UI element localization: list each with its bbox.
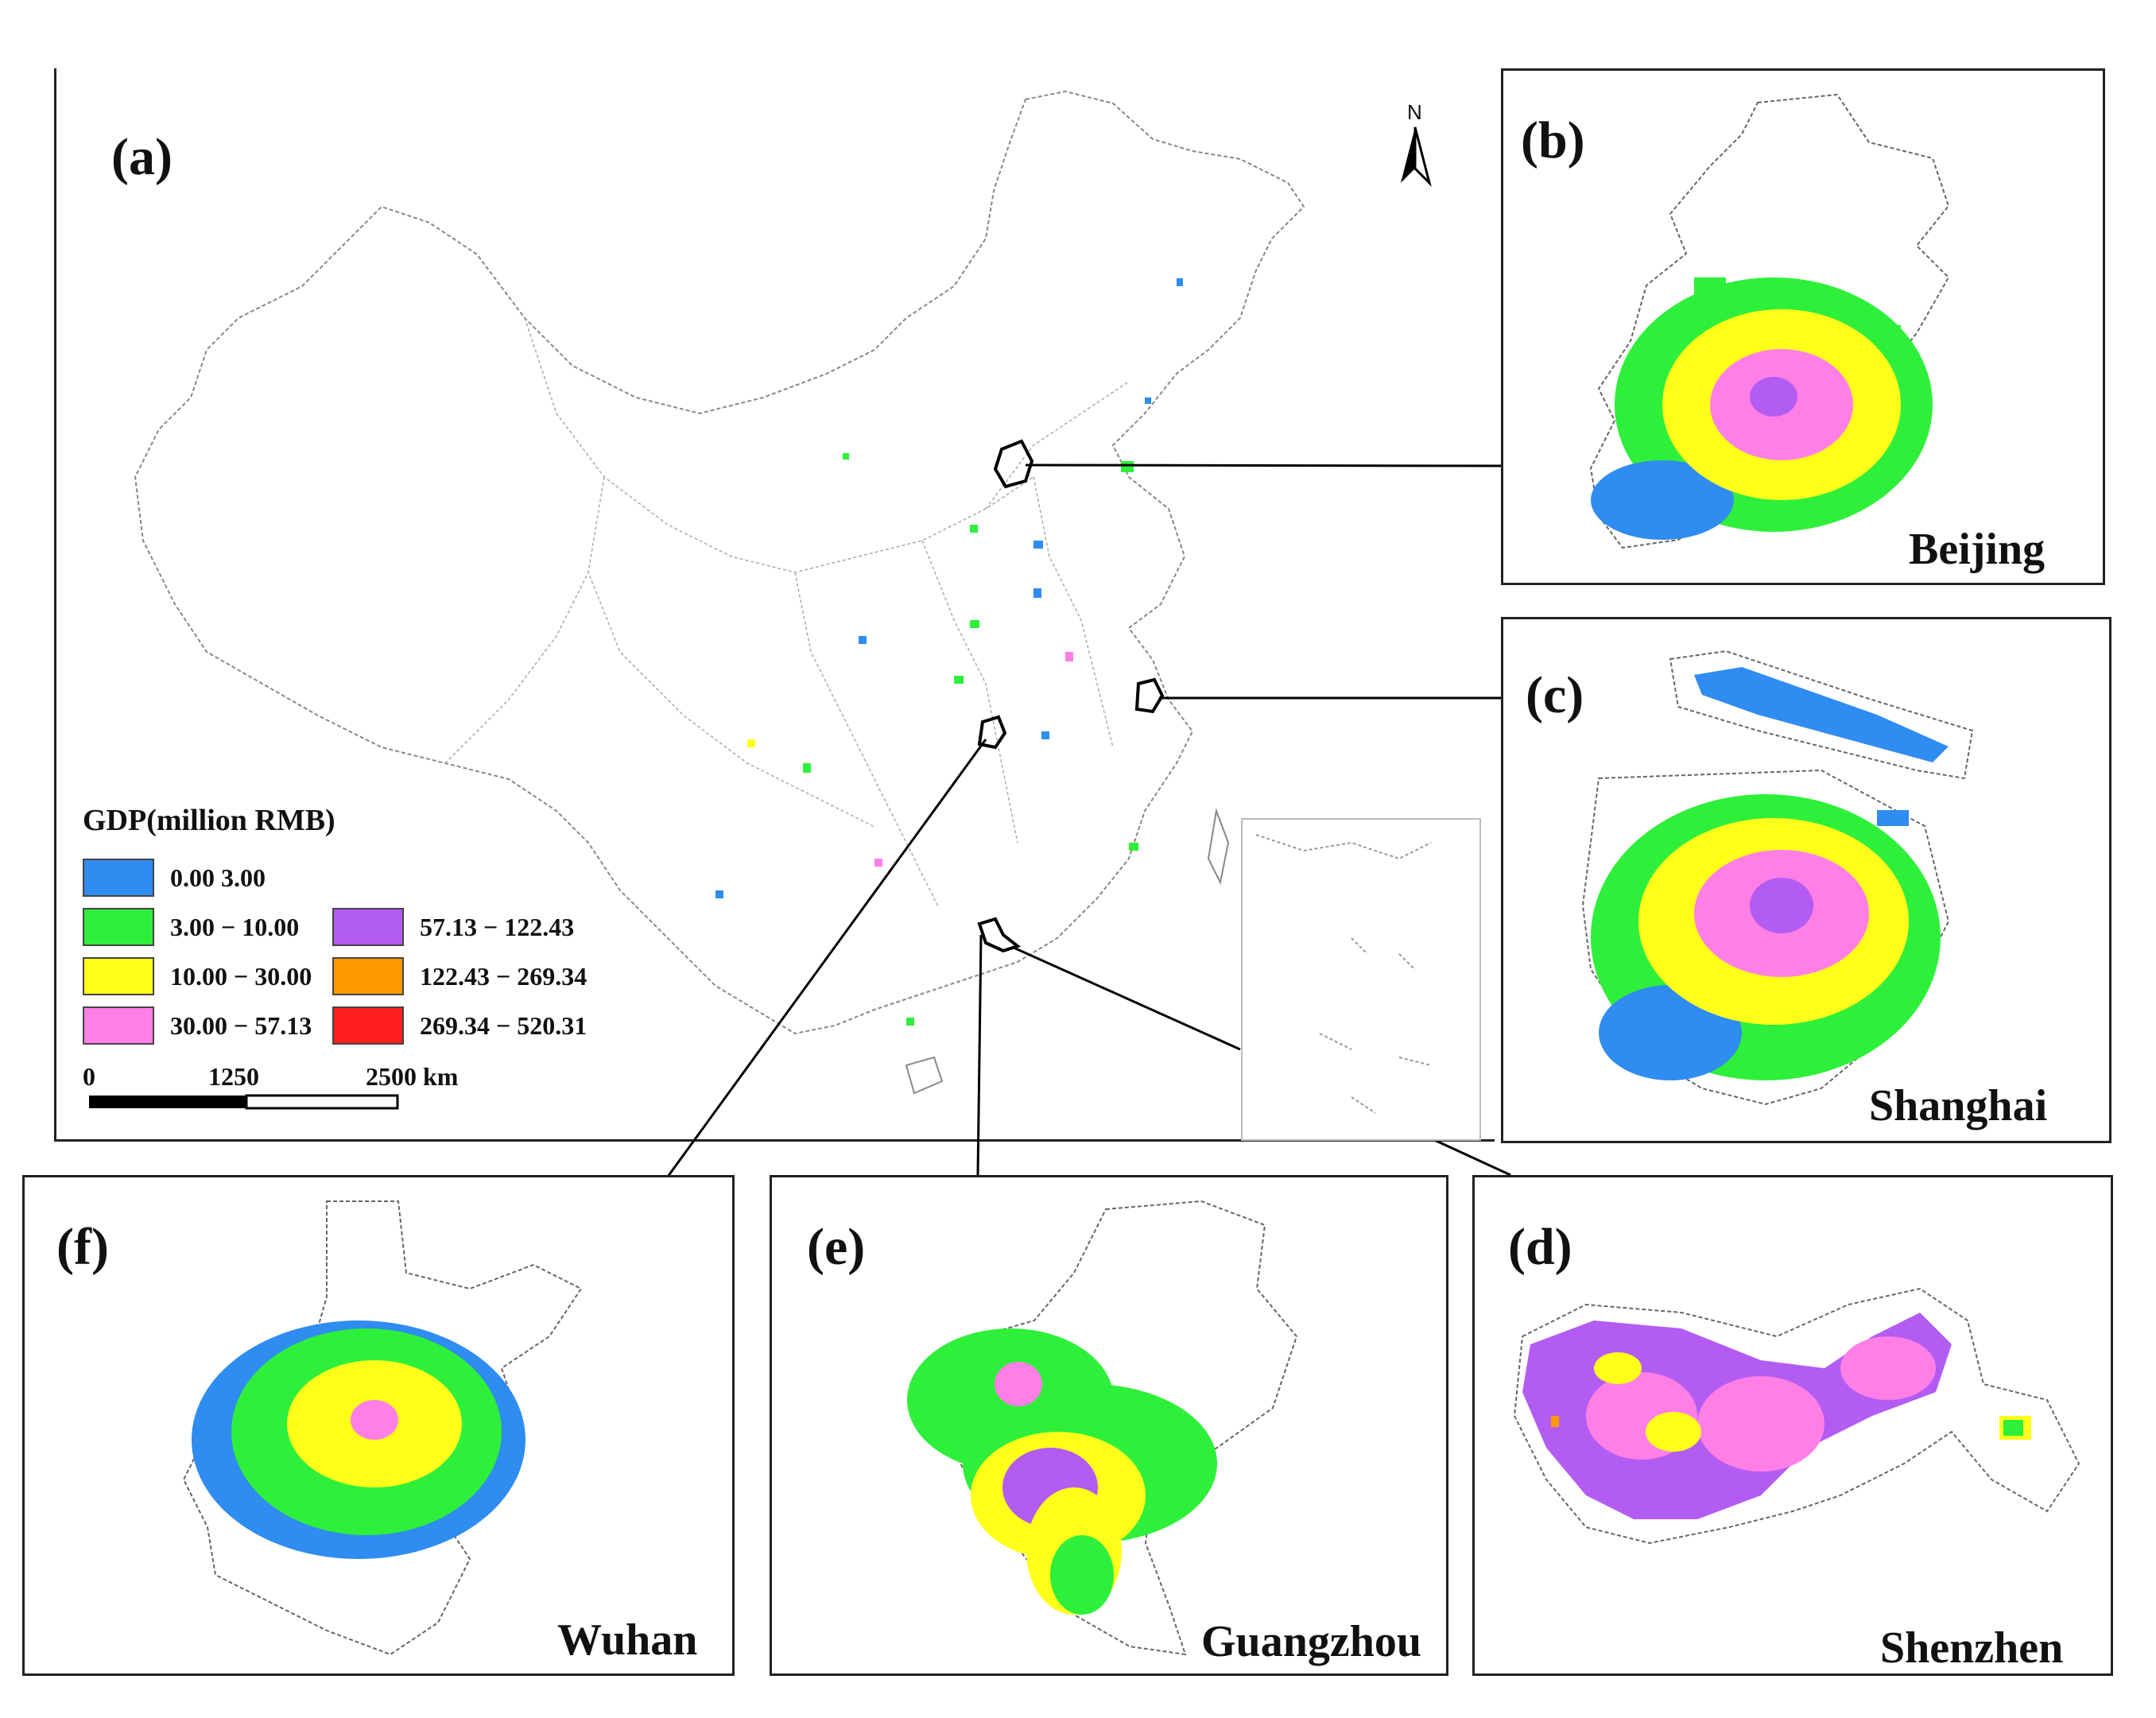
panel-label-b: (b) <box>1521 111 1585 169</box>
shenzhen-map <box>1513 1287 2080 1545</box>
panel-label-f: (f) <box>56 1218 109 1276</box>
legend-title: GDP(million RMB) <box>83 804 335 837</box>
legend-swatch <box>83 957 154 995</box>
city-name-beijing: Beijing <box>1909 525 2045 574</box>
legend-item: 10.00 − 30.00 <box>83 957 312 995</box>
legend-swatch <box>332 957 404 995</box>
legend-swatch <box>83 1006 154 1045</box>
inset-beijing: (b) Beijing <box>1501 68 2105 585</box>
legend-label: 269.34 − 520.31 <box>420 1010 587 1040</box>
scale-label-2500: 2500 km <box>366 1062 459 1091</box>
panel-label-a: (a) <box>111 128 173 186</box>
legend-swatch <box>332 908 404 946</box>
legend-label: 0.00 3.00 <box>170 863 266 892</box>
panel-label-e: (e) <box>807 1218 866 1276</box>
north-arrow-icon <box>1401 126 1432 187</box>
scale-bar <box>89 1094 399 1110</box>
legend-label: 122.43 − 269.34 <box>420 961 587 991</box>
city-name-shanghai: Shanghai <box>1869 1081 2048 1130</box>
legend-item: 122.43 − 269.34 <box>332 957 587 995</box>
legend-item: 30.00 − 57.13 <box>83 1006 312 1045</box>
wuhan-map <box>182 1200 583 1656</box>
city-name-wuhan: Wuhan <box>557 1615 698 1665</box>
legend-label: 57.13 − 122.43 <box>420 912 575 941</box>
china-outline <box>134 90 1305 1035</box>
north-label: N <box>1407 100 1422 124</box>
legend-label: 3.00 − 10.00 <box>170 912 300 941</box>
inset-shenzhen: (d) Shenzhen <box>1472 1175 2113 1676</box>
guangzhou-map <box>907 1200 1298 1656</box>
legend-item: 3.00 − 10.00 <box>83 908 299 946</box>
city-name-shenzhen: Shenzhen <box>1880 1623 2064 1673</box>
guangzhou-marker <box>977 917 1022 953</box>
inset-shanghai: (c) Shanghai <box>1501 617 2111 1143</box>
legend-swatch <box>332 1006 404 1045</box>
legend-item: 0.00 3.00 <box>83 859 266 897</box>
legend-swatch <box>83 859 154 897</box>
legend-swatch <box>83 908 154 946</box>
beijing-map <box>1589 93 1950 549</box>
city-name-guangzhou: Guangzhou <box>1201 1617 1421 1666</box>
beijing-marker <box>993 439 1034 489</box>
wuhan-marker <box>977 715 1007 750</box>
south-china-sea-inset <box>1241 818 1481 1141</box>
scale-label-0: 0 <box>83 1062 95 1091</box>
panel-label-d: (d) <box>1508 1218 1572 1276</box>
shanghai-map <box>1581 650 1974 1106</box>
legend-item: 57.13 − 122.43 <box>332 908 574 946</box>
scale-label-1250: 1250 <box>208 1062 259 1091</box>
legend-label: 10.00 − 30.00 <box>170 961 312 991</box>
legend-item: 269.34 − 520.31 <box>332 1006 587 1045</box>
inset-guangzhou: (e) Guangzhou <box>770 1175 1448 1676</box>
legend-label: 30.00 − 57.13 <box>170 1010 312 1040</box>
shanghai-marker <box>1134 677 1165 714</box>
inset-wuhan: (f) Wuhan <box>22 1175 735 1676</box>
urban-dots <box>715 278 1183 1026</box>
panel-label-c: (c) <box>1526 666 1584 724</box>
